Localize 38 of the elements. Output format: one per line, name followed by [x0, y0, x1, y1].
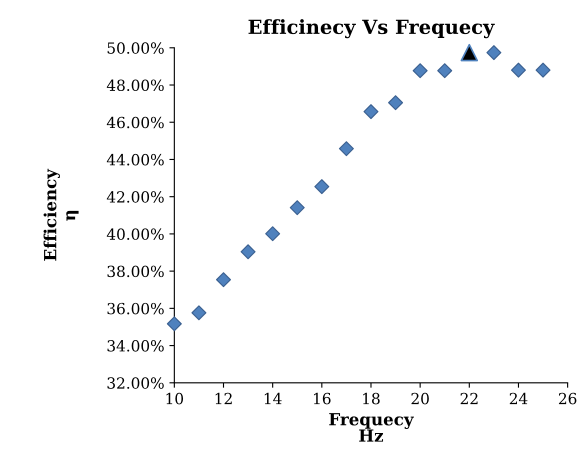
x-axis-title: Frequecy Hz	[329, 413, 414, 442]
y-tick-label: 36.00%	[108, 302, 164, 314]
x-tick-label: 14	[264, 392, 282, 404]
y-tick-label: 48.00%	[106, 79, 164, 92]
x-tick-label: 22	[460, 392, 478, 404]
y-tick-label: 46.00%	[106, 116, 164, 128]
point	[486, 45, 502, 60]
point	[314, 179, 330, 194]
point	[191, 305, 206, 320]
point	[412, 63, 428, 78]
y-tick-label: 32.00%	[108, 377, 164, 389]
x-tick-label: 18	[363, 392, 380, 404]
point	[388, 95, 404, 110]
x-tick-label: 10	[166, 392, 184, 404]
point	[338, 141, 354, 156]
point	[265, 226, 280, 242]
y-tick-label: 44.00%	[106, 154, 164, 166]
x-tick-label: 12	[216, 392, 232, 404]
point	[166, 316, 182, 332]
x-tick-label: 26	[558, 392, 576, 404]
y-tick-label: 42.00%	[106, 191, 164, 203]
y-axis-title: Efficiency η	[44, 168, 79, 261]
point	[460, 44, 478, 62]
x-tick-label: 16	[314, 392, 331, 404]
point	[240, 244, 256, 260]
point	[363, 104, 378, 120]
y-tick-label: 50.00%	[108, 42, 164, 54]
x-tick-label: 24	[510, 392, 528, 404]
point	[510, 62, 526, 78]
y-tick-label: 38.00%	[108, 266, 164, 278]
x-tick-label: 20	[411, 392, 429, 404]
point	[290, 200, 305, 216]
chart-title: Efficinecy Vs Frequecy	[248, 19, 495, 38]
point	[536, 62, 551, 78]
point	[216, 272, 231, 288]
y-tick-label: 34.00%	[108, 340, 164, 352]
point	[437, 63, 452, 78]
y-tick-label: 40.00%	[106, 228, 164, 240]
